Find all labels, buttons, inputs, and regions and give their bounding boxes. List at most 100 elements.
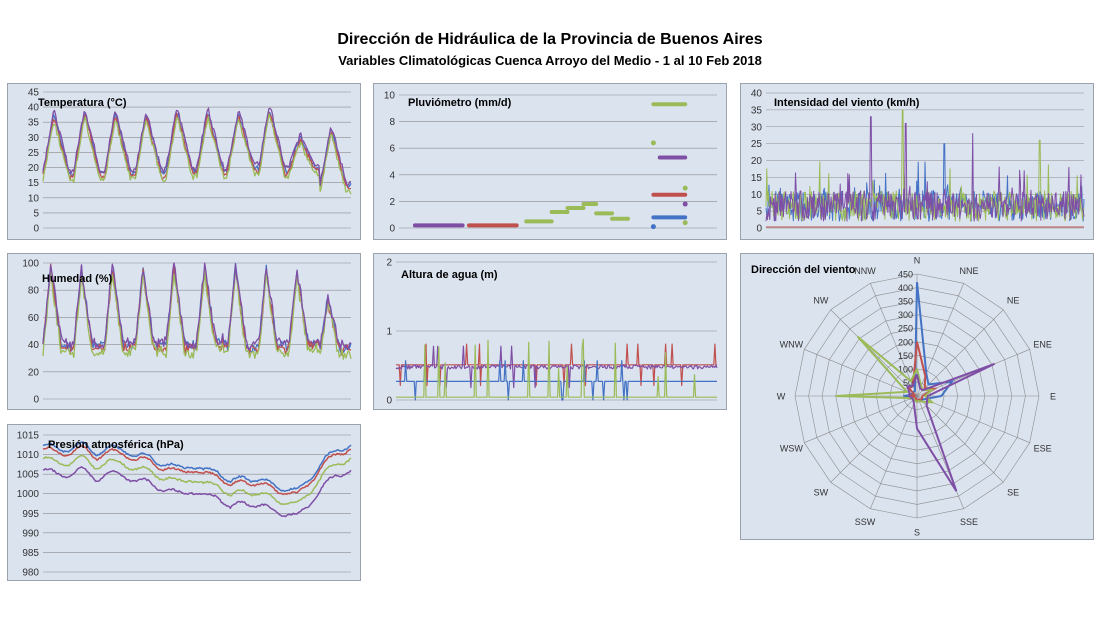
rain-point-blue [650,224,656,230]
y-tick-label: 0 [33,224,39,235]
radar-spoke [916,395,964,509]
y-tick-label: 1005 [17,470,40,481]
y-tick-label: 35 [28,118,40,129]
y-tick-label: 20 [751,156,763,167]
y-tick-label: 0 [33,395,39,406]
series-line-purple [42,262,352,351]
direction-label: S [914,528,920,538]
rain-point-green [650,140,656,146]
series-line-purple [395,345,718,389]
y-tick-label: 6 [389,144,395,155]
chart-water-height: 0 1 2 Altura de agua (m) [373,253,727,410]
y-tick-label: 10 [28,193,40,204]
chart-temperature: 0 5 10 15 20 25 30 35 40 45 Temperatura (°C) [7,83,361,240]
direction-label: E [1050,392,1056,402]
r-tick-label: 50 [903,378,913,388]
y-tick-label: 25 [28,148,40,159]
direction-label: NNE [960,266,979,276]
y-tick-label: 45 [28,88,40,99]
radar-series-purple [906,362,996,492]
radar-spoke [804,395,918,443]
y-tick-label: 1015 [17,431,40,442]
direction-label: NW [813,295,828,305]
chart-pressure: 980 985 990 995 1000 1005 1010 1015 Presión atm… [7,424,361,581]
direction-label: WSW [780,444,803,454]
r-tick-label: 350 [898,297,913,307]
y-tick-label: 2 [389,197,395,208]
r-tick-label: 250 [898,324,913,334]
direction-label: ENE [1033,339,1052,349]
y-tick-label: 30 [28,133,40,144]
series-line-green [396,338,717,398]
y-tick-label: 40 [28,103,40,114]
y-tick-label: 990 [22,528,39,539]
rain-point-purple [682,201,688,207]
chart-title: Humedad (%) [42,273,113,285]
radar-spoke [916,395,1004,483]
radar-spoke [916,395,1030,443]
direction-label: ESE [1034,444,1052,454]
y-tick-label: 2 [386,258,392,269]
y-tick-label: 1000 [17,489,40,500]
series-line-red [42,445,352,496]
wind-speed-plot: 0 5 10 15 20 25 30 35 40 [751,89,1085,235]
y-tick-label: 40 [28,340,40,351]
series-line-blue [42,441,352,493]
r-tick-label: 300 [898,310,913,320]
radar-spoke [804,349,918,397]
y-tick-label: 8 [389,117,395,128]
series-line-green [42,268,352,360]
y-tick-label: 80 [28,286,40,297]
y-tick-label: 20 [28,367,40,378]
rain-point-green [682,185,688,191]
y-tick-label: 5 [33,208,39,219]
series-line-purple [765,116,1085,222]
r-tick-label: 150 [898,351,913,361]
y-tick-label: 10 [751,190,763,201]
chart-wind-speed: 0 5 10 15 20 25 30 35 40 Intensidad del viento (… [740,83,1094,240]
y-tick-label: 15 [751,173,763,184]
y-tick-label: 995 [22,509,39,520]
y-tick-label: 35 [751,105,763,116]
series-line-purple [42,466,352,518]
direction-label: N [914,256,921,266]
temperature-plot: 0 5 10 15 20 25 30 35 40 45 [28,88,352,235]
y-tick-label: 10 [384,91,396,102]
r-tick-label: 100 [898,364,913,374]
direction-label: SW [814,488,829,498]
chart-title: Intensidad del viento (km/h) [774,97,920,109]
direction-label: W [777,392,786,402]
radar-spoke [830,309,918,397]
rain-gauge-plot: 0 2 4 6 8 10 [384,91,717,235]
y-tick-label: 30 [751,122,763,133]
series-line-red [42,112,352,190]
y-tick-label: 0 [756,224,762,235]
y-tick-label: 985 [22,548,39,559]
chart-title: Temperatura (°C) [38,97,127,109]
page-subtitle: Variables Climatológicas Cuenca Arroyo d… [338,53,762,68]
radar-spoke [916,309,1004,397]
r-tick-label: 400 [898,283,913,293]
series-line-green [42,113,352,195]
radar-spoke [870,395,918,509]
chart-title: Dirección del viento [751,264,856,276]
rain-point-green [682,220,688,226]
humidity-plot: 0 20 40 60 80 100 [22,259,352,406]
direction-label: SSW [855,517,876,527]
r-tick-label: 450 [898,270,913,280]
chart-title: Pluviómetro (mm/d) [408,97,512,109]
chart-humidity: 0 20 40 60 80 100 Humedad (%) [7,253,361,410]
r-tick-label: 200 [898,337,913,347]
y-tick-label: 60 [28,313,40,324]
y-tick-label: 1 [386,327,392,338]
direction-label: SE [1007,488,1019,498]
wind-direction-radar: NNNENEENEEESESESSESSSWSWWSWWWNWNWNNW0501… [777,256,1056,538]
y-tick-label: 20 [28,163,40,174]
radar-spoke [870,283,918,397]
y-tick-label: 1010 [17,450,40,461]
chart-title: Presión atmosférica (hPa) [48,439,184,451]
water-height-plot: 0 1 2 [386,258,718,407]
radar-spoke [830,395,918,483]
page-title: Dirección de Hidráulica de la Provincia … [337,31,763,48]
direction-label: NNW [854,266,876,276]
